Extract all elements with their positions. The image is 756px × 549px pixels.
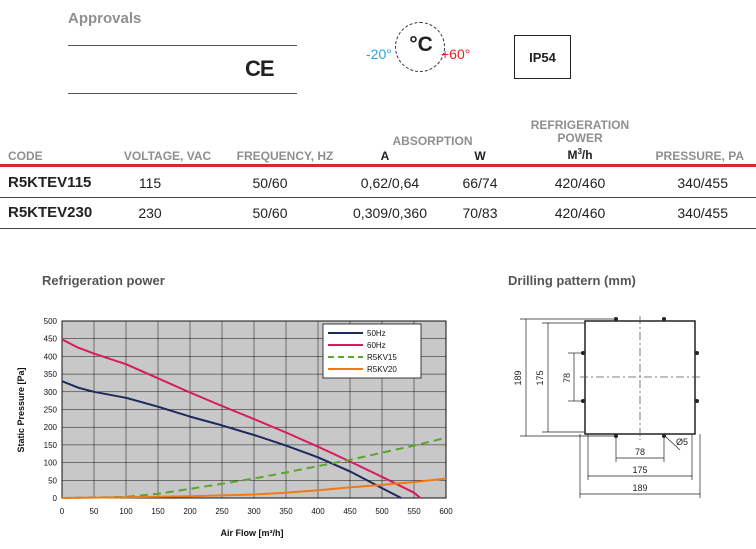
- y-tick-label: 50: [48, 476, 57, 485]
- row2-voltage: 230: [138, 205, 162, 221]
- y-tick-label: 300: [44, 388, 58, 397]
- plot-frame: [61, 320, 447, 499]
- y-tick-label: 100: [44, 459, 58, 468]
- row2-watts: 70/83: [462, 205, 498, 221]
- x-tick-label: 150: [151, 507, 165, 516]
- approvals-line-top: [68, 45, 297, 46]
- row-divider: [0, 197, 756, 198]
- col-header-refrigeration-unit: M3/h: [510, 145, 650, 162]
- refrigeration-chart: 0 50 100 150 200 250 300 350 400 450 500 550 600 0 50 1…: [16, 317, 454, 538]
- x-tick-label: 400: [311, 507, 325, 516]
- x-tick-label: 350: [279, 507, 293, 516]
- chart-legend: 50Hz 60Hz R5KV15 R5KV20: [322, 323, 422, 379]
- hole-diameter-label: Ø5: [676, 437, 688, 447]
- refrigeration-unit-sup: 3: [577, 147, 582, 156]
- col-header-absorption: ABSORPTION: [392, 134, 473, 148]
- plot-series: [61, 338, 447, 499]
- approvals-line-bottom: [68, 93, 297, 94]
- temperature-min: -20°: [366, 46, 392, 62]
- dim-width-inner: 78: [635, 447, 645, 457]
- col-header-amps: A: [380, 149, 390, 163]
- dim-width-mid: 175: [632, 465, 647, 475]
- row2-amps: 0,309/0,360: [353, 205, 427, 221]
- legend-label: R5KV20: [367, 365, 397, 374]
- y-tick-label: 0: [53, 494, 58, 503]
- ip-rating-badge: IP54: [514, 35, 571, 79]
- row2-frequency: 50/60: [252, 205, 288, 221]
- x-tick-label: 250: [215, 507, 229, 516]
- legend-label: 50Hz: [367, 329, 386, 338]
- col-header-frequency: FREQUENCY, HZ: [236, 149, 334, 163]
- axis-ticks: 0 50 100 150 200 250 300 350 400 450 500 550 600 0 50 1…: [44, 317, 454, 516]
- drilling-section-title: Drilling pattern (mm): [508, 273, 636, 288]
- dim-height-mid: 175: [535, 370, 545, 385]
- hole-right-bottom: [695, 399, 699, 403]
- refrigeration-unit-tail: /h: [581, 148, 593, 162]
- row2-refrigeration: 420/460: [554, 205, 606, 221]
- col-header-refrigeration-line1: REFRIGERATION: [530, 118, 630, 132]
- horizontal-dimension-lines: [579, 434, 701, 498]
- table-header-rule: [0, 164, 756, 167]
- x-tick-label: 600: [439, 507, 453, 516]
- temperature-unit: °C: [409, 33, 433, 56]
- hole-bottom-right: [662, 434, 666, 438]
- y-tick-label: 450: [44, 335, 58, 344]
- row2-pressure: 340/455: [677, 205, 728, 221]
- col-header-pressure: PRESSURE, PA: [655, 149, 744, 163]
- y-tick-label: 350: [44, 370, 58, 379]
- col-header-refrigeration: REFRIGERATION POWER M3/h: [510, 119, 650, 162]
- hole-right-top: [695, 351, 699, 355]
- x-tick-label: 0: [60, 507, 65, 516]
- x-tick-label: 300: [247, 507, 261, 516]
- legend-label: R5KV15: [367, 353, 397, 362]
- x-tick-label: 450: [343, 507, 357, 516]
- hole-left-bottom: [581, 399, 585, 403]
- table-bottom-rule: [0, 228, 756, 229]
- col-header-voltage: VOLTAGE, VAC: [123, 149, 212, 163]
- col-header-code: CODE: [8, 149, 43, 163]
- approvals-title: Approvals: [68, 10, 142, 27]
- x-tick-label: 50: [90, 507, 99, 516]
- series-line-r5kv20: [61, 477, 447, 499]
- row1-amps: 0,62/0,64: [360, 175, 420, 191]
- hole-top-left: [614, 317, 618, 321]
- col-header-refrigeration-line2: POWER: [557, 131, 603, 145]
- x-tick-label: 100: [119, 507, 133, 516]
- temperature-icon: °C: [395, 22, 445, 72]
- x-tick-label: 550: [407, 507, 421, 516]
- hole-left-top: [581, 351, 585, 355]
- row1-frequency: 50/60: [252, 175, 288, 191]
- y-tick-label: 150: [44, 441, 58, 450]
- x-axis-label: Air Flow [m³/h]: [221, 528, 284, 538]
- y-tick-label: 250: [44, 406, 58, 415]
- series-line-r5kv15: [61, 436, 447, 499]
- y-tick-label: 500: [44, 317, 58, 326]
- vertical-dimension-lines: [520, 318, 614, 437]
- dim-height-inner: 78: [562, 373, 572, 383]
- y-tick-label: 400: [44, 352, 58, 361]
- row1-refrigeration: 420/460: [554, 175, 606, 191]
- refrigeration-unit-base: M: [567, 148, 578, 162]
- x-tick-label: 200: [183, 507, 197, 516]
- row1-code: R5KTEV115: [8, 174, 92, 191]
- dim-height-outer: 189: [513, 370, 523, 385]
- row1-voltage: 115: [138, 175, 162, 191]
- hole-bottom-left: [614, 434, 618, 438]
- y-tick-label: 200: [44, 423, 58, 432]
- legend-label: 60Hz: [367, 341, 386, 350]
- ce-mark: CE: [245, 56, 275, 81]
- col-header-watts: W: [474, 149, 486, 163]
- row1-watts: 66/74: [462, 175, 498, 191]
- row2-code: R5KTEV230: [8, 204, 93, 221]
- temperature-max: +60°: [441, 46, 471, 62]
- dim-width-outer: 189: [632, 483, 647, 493]
- hole-top-right: [662, 317, 666, 321]
- drilling-pattern-diagram: 189 175 78 78 175 189 Ø5: [513, 316, 702, 498]
- series-line-60hz: [61, 338, 422, 499]
- y-axis-label: Static Pressure [Pa]: [16, 367, 26, 452]
- series-line-50hz: [61, 380, 402, 499]
- chart-section-title: Refrigeration power: [42, 273, 165, 288]
- x-tick-label: 500: [375, 507, 389, 516]
- row1-pressure: 340/455: [677, 175, 728, 191]
